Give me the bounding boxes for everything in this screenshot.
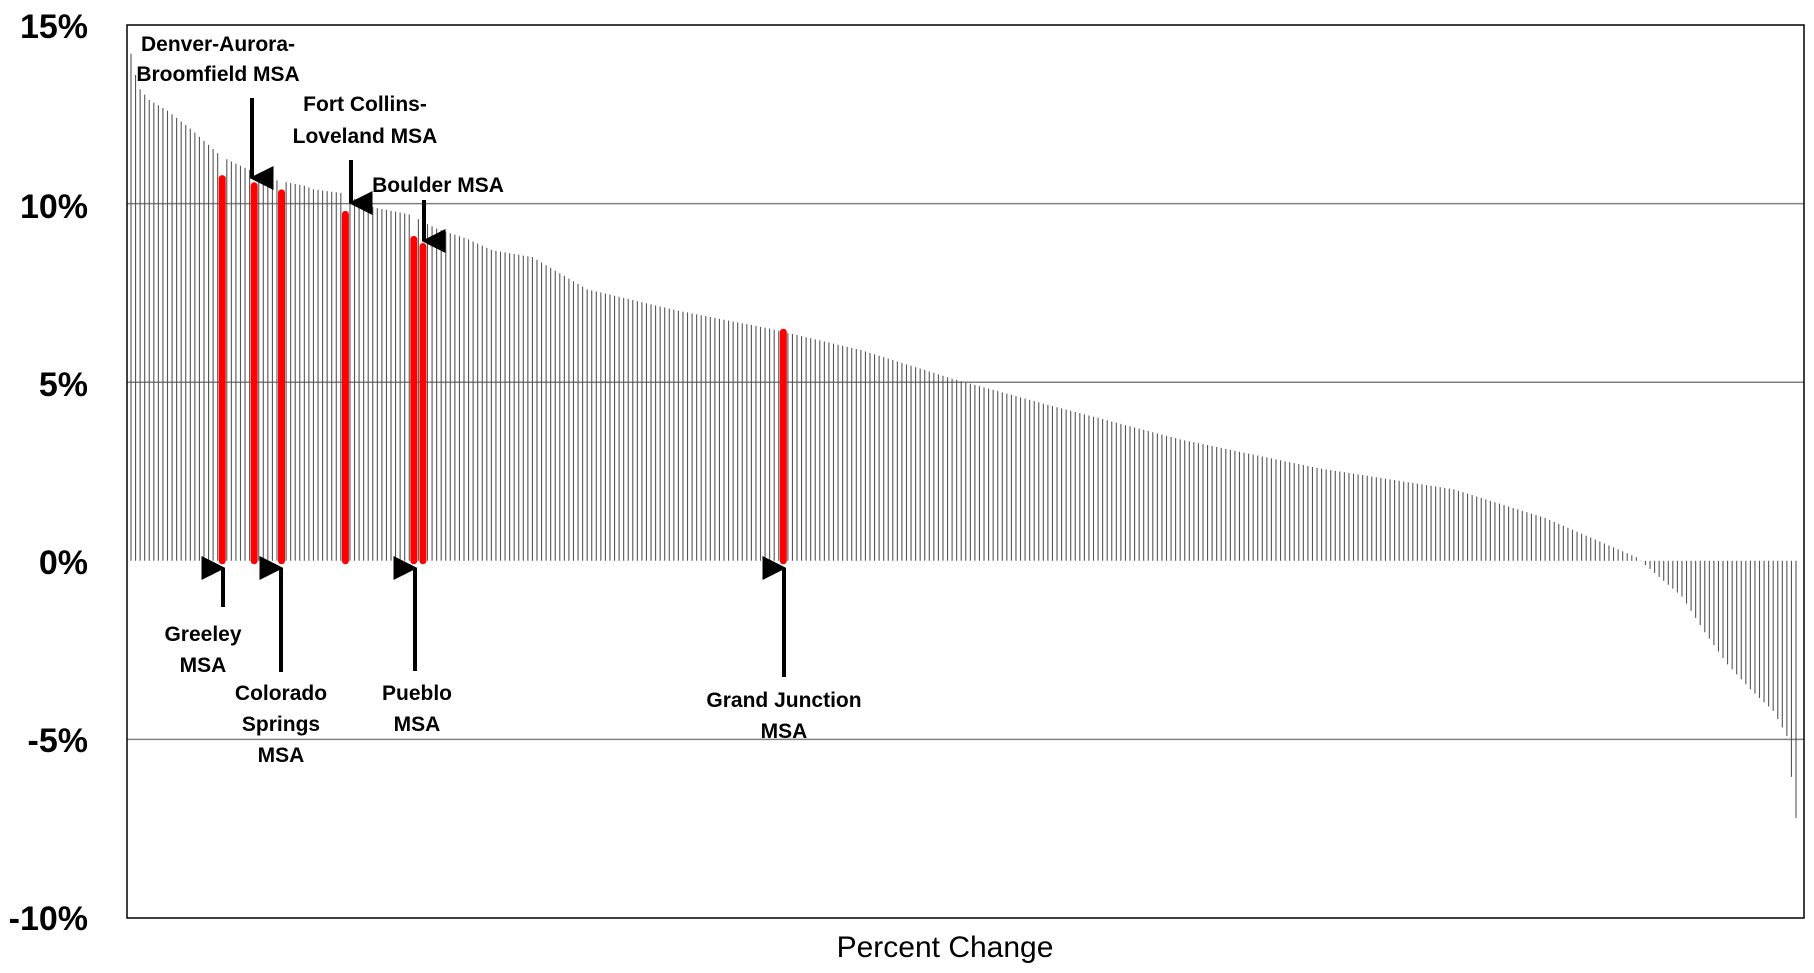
annotation-label: Loveland MSA <box>293 125 438 148</box>
annotation-label: Denver-Aurora- <box>141 33 295 56</box>
y-axis-ticks: 15% 10% 5% 0% -5% -10% <box>9 8 88 938</box>
annotation-colorado-springs: Colorado Springs MSA <box>235 556 327 767</box>
annotation-label: Colorado <box>235 682 327 705</box>
annotation-label: MSA <box>394 713 441 736</box>
y-tick-label: 0% <box>39 544 88 582</box>
annotation-pueblo: Pueblo MSA <box>382 556 452 736</box>
annotation-label: Boulder MSA <box>372 174 504 197</box>
annotation-label: MSA <box>258 744 305 767</box>
annotation-label: Pueblo <box>382 682 452 705</box>
gridlines <box>127 202 1804 741</box>
bars <box>130 53 1797 818</box>
annotation-boulder: Boulder MSA <box>372 174 504 253</box>
annotation-denver: Denver-Aurora- Broomfield MSA <box>136 33 300 190</box>
annotation-label: Springs <box>242 713 320 736</box>
annotation-label: Broomfield MSA <box>136 63 299 86</box>
annotation-label: Grand Junction <box>706 689 861 712</box>
annotation-grand-junction: Grand Junction MSA <box>706 556 862 743</box>
annotation-fort-collins: Fort Collins- Loveland MSA <box>293 93 438 215</box>
x-axis-label: Percent Change <box>837 931 1054 964</box>
y-tick-label: -10% <box>9 900 88 938</box>
y-tick-label: 5% <box>39 366 88 404</box>
annotation-label: MSA <box>761 720 808 743</box>
annotation-label: MSA <box>180 654 227 677</box>
annotation-greeley: Greeley MSA <box>164 556 242 677</box>
y-tick-label: 10% <box>20 188 88 226</box>
plot-area-frame <box>126 24 1805 919</box>
annotation-label: Fort Collins- <box>303 93 427 116</box>
annotation-label: Greeley <box>164 623 241 646</box>
y-tick-label: -5% <box>28 722 88 760</box>
y-tick-label: 15% <box>20 8 88 46</box>
